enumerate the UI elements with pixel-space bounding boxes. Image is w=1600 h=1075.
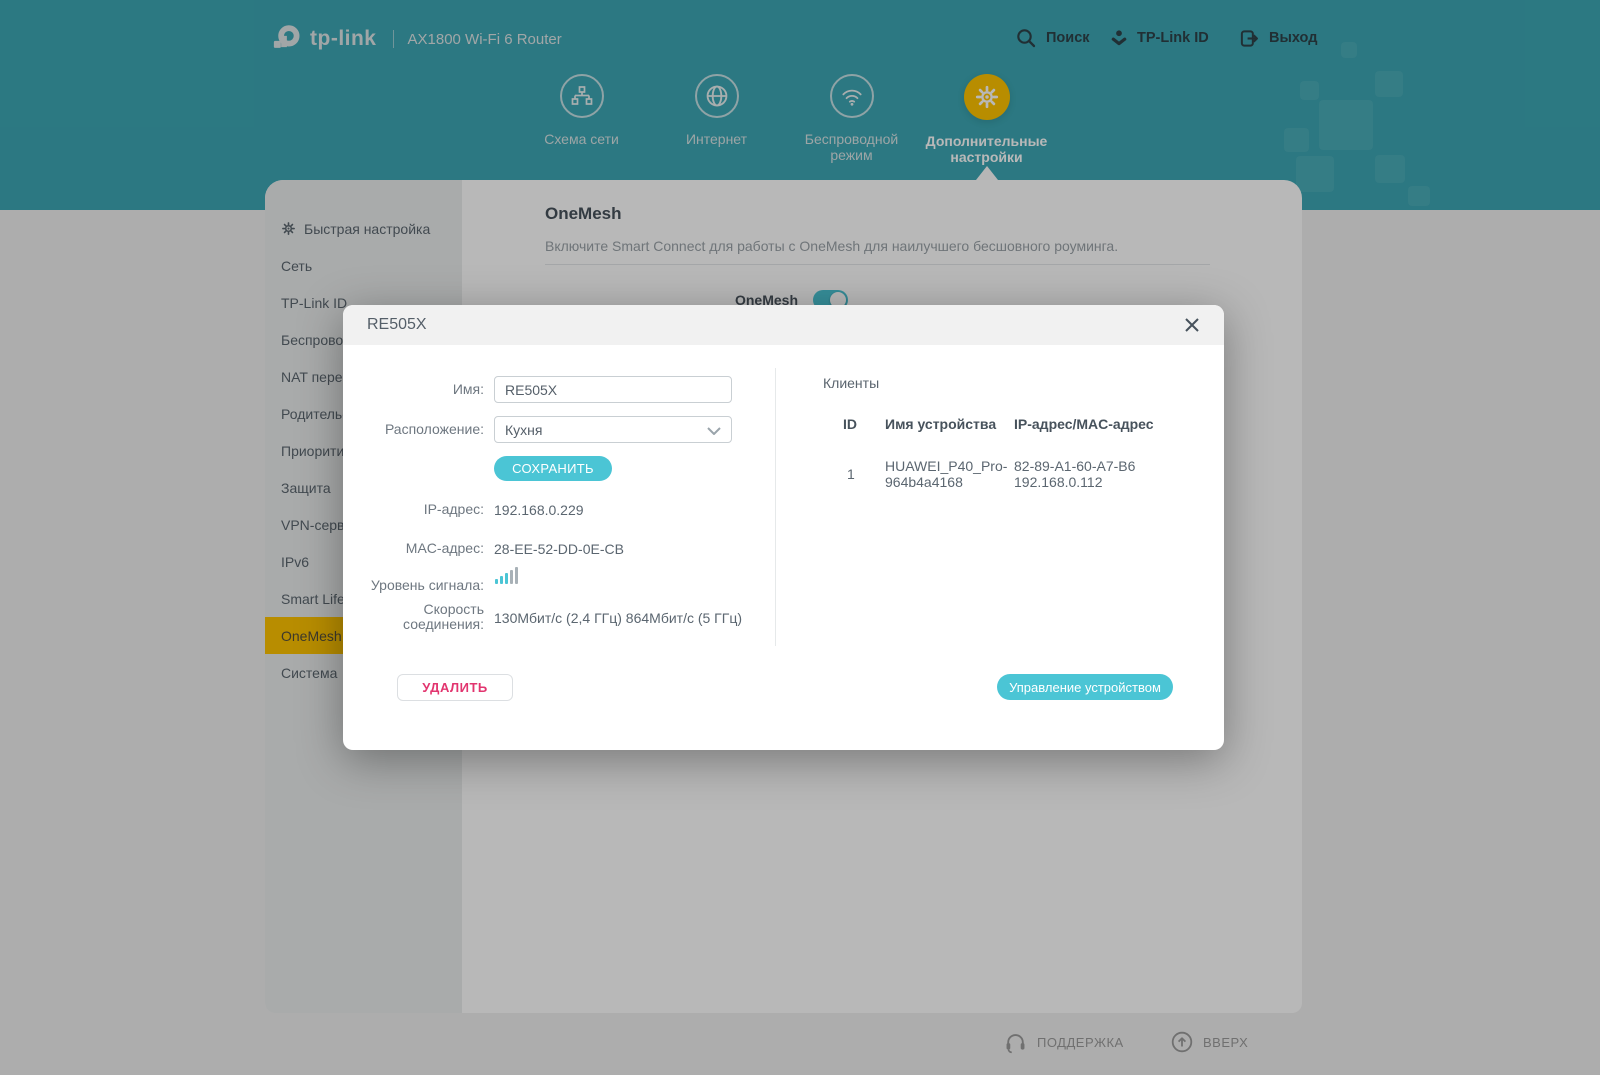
client-device-name: HUAWEI_P40_Pro-964b4a4168 (885, 458, 1008, 490)
modal-column-divider (775, 368, 776, 646)
ip-value: 192.168.0.229 (494, 502, 584, 518)
name-input[interactable] (494, 376, 732, 403)
location-label: Расположение: (384, 421, 484, 437)
client-ip: 192.168.0.112 (1014, 473, 1103, 490)
router-model-title: AX1800 Wi-Fi 6 Router (407, 30, 562, 48)
search-button[interactable]: Поиск (1015, 26, 1090, 50)
divider (545, 264, 1210, 265)
sidebar-item-ipv6[interactable]: IPv6 (281, 553, 310, 570)
location-select[interactable]: Кухня (494, 416, 732, 443)
tp-link-logo-icon (273, 25, 300, 48)
logout-icon (1240, 29, 1258, 47)
mac-value: 28-EE-52-DD-0E-CB (494, 541, 624, 557)
chevron-down-icon (707, 427, 721, 435)
onemesh-toggle-label: OneMesh (734, 292, 798, 308)
tab-internet[interactable]: Интернет (649, 74, 784, 165)
speed-value: 130Мбит/с (2,4 ГГц) 864Мбит/с (5 ГГц) (494, 610, 743, 626)
brand-text: tp-link (310, 27, 377, 50)
user-icon (1111, 30, 1127, 46)
speed-label: Скорость соединения: (403, 601, 484, 632)
back-to-top-button[interactable]: ВВЕРХ (1170, 1030, 1248, 1054)
main-nav: Схема сети Интернет (514, 74, 1054, 165)
delete-button[interactable]: УДАЛИТЬ (397, 674, 513, 701)
modal-header: RE505X (343, 305, 1224, 345)
modal-title: RE505X (367, 316, 427, 333)
device-details-modal: RE505X Имя: Расположение: Кухня СОХРАНИТ… (343, 305, 1224, 750)
col-header-device: Имя устройства (885, 416, 997, 432)
tab-network-map[interactable]: Схема сети (514, 74, 649, 165)
name-label: Имя: (452, 381, 484, 397)
clients-title: Клиенты (823, 375, 880, 391)
col-header-id: ID (843, 416, 857, 432)
logout-label: Выход (1269, 30, 1318, 46)
search-label: Поиск (1046, 30, 1090, 46)
gear-icon (975, 85, 998, 109)
client-id: 1 (847, 466, 855, 482)
search-icon (1017, 29, 1036, 48)
tab-wireless[interactable]: Беспроводной режим (784, 74, 919, 165)
ip-label: IP-адрес: (423, 501, 484, 517)
tab-label: Схема сети (544, 131, 619, 147)
col-header-address: IP-адрес/MAC-адрес (1014, 416, 1154, 432)
back-to-top-label: ВВЕРХ (1203, 1034, 1249, 1050)
arrow-up-circle-icon (1171, 1031, 1193, 1053)
sidebar-item-quick-setup[interactable]: Быстрая настройка (265, 210, 462, 247)
tab-label: Интернет (685, 131, 748, 147)
save-button[interactable]: СОХРАНИТЬ (494, 456, 612, 481)
sidebar-item-security[interactable]: Защита (281, 479, 331, 496)
support-button[interactable]: ПОДДЕРЖКА (1003, 1030, 1124, 1055)
location-value: Кухня (505, 421, 543, 438)
tplink-id-button[interactable]: TP-Link ID (1110, 26, 1209, 50)
network-map-icon (571, 86, 592, 105)
sidebar-item-network[interactable]: Сеть (281, 257, 313, 274)
toggle-knob (830, 292, 846, 308)
wifi-icon (841, 89, 862, 106)
tab-label: Дополнительные настройки (925, 133, 1048, 165)
client-address: 82-89-A1-60-A7-B6 192.168.0.112 (1014, 458, 1136, 490)
sidebar-item-label: Быстрая настройка (304, 220, 431, 237)
tab-advanced-settings[interactable]: Дополнительные настройки (919, 74, 1054, 165)
brand-separator (392, 30, 394, 48)
mac-label: MAC-адрес: (405, 540, 484, 556)
logout-button[interactable]: Выход (1239, 26, 1317, 50)
headset-icon (1006, 1034, 1025, 1054)
page-subtitle: Включите Smart Connect для работы с OneM… (545, 238, 1119, 254)
client-mac: 82-89-A1-60-A7-B6 (1014, 458, 1136, 474)
gear-icon (281, 221, 296, 236)
manage-device-button[interactable]: Управление устройством (997, 674, 1173, 700)
support-label: ПОДДЕРЖКА (1037, 1035, 1124, 1050)
close-icon (1185, 318, 1199, 332)
close-button[interactable] (1182, 315, 1202, 335)
page-title: OneMesh (545, 204, 622, 223)
tab-label: Беспроводной режим (804, 131, 899, 163)
sidebar-item-vpn-server[interactable]: VPN-сервер (281, 516, 360, 533)
sidebar-item-tplink-id[interactable]: TP-Link ID (281, 294, 348, 311)
globe-icon (706, 85, 727, 107)
tplink-id-label: TP-Link ID (1137, 30, 1209, 46)
signal-strength-icon (495, 567, 518, 584)
header-band: tp-link AX1800 Wi-Fi 6 Router Поиск TP-L… (0, 0, 1600, 210)
tp-link-logo: tp-link (272, 24, 377, 54)
signal-label: Уровень сигнала: (370, 577, 484, 593)
sidebar-item-system[interactable]: Система (281, 664, 338, 681)
selected-tab-pointer (976, 166, 998, 180)
